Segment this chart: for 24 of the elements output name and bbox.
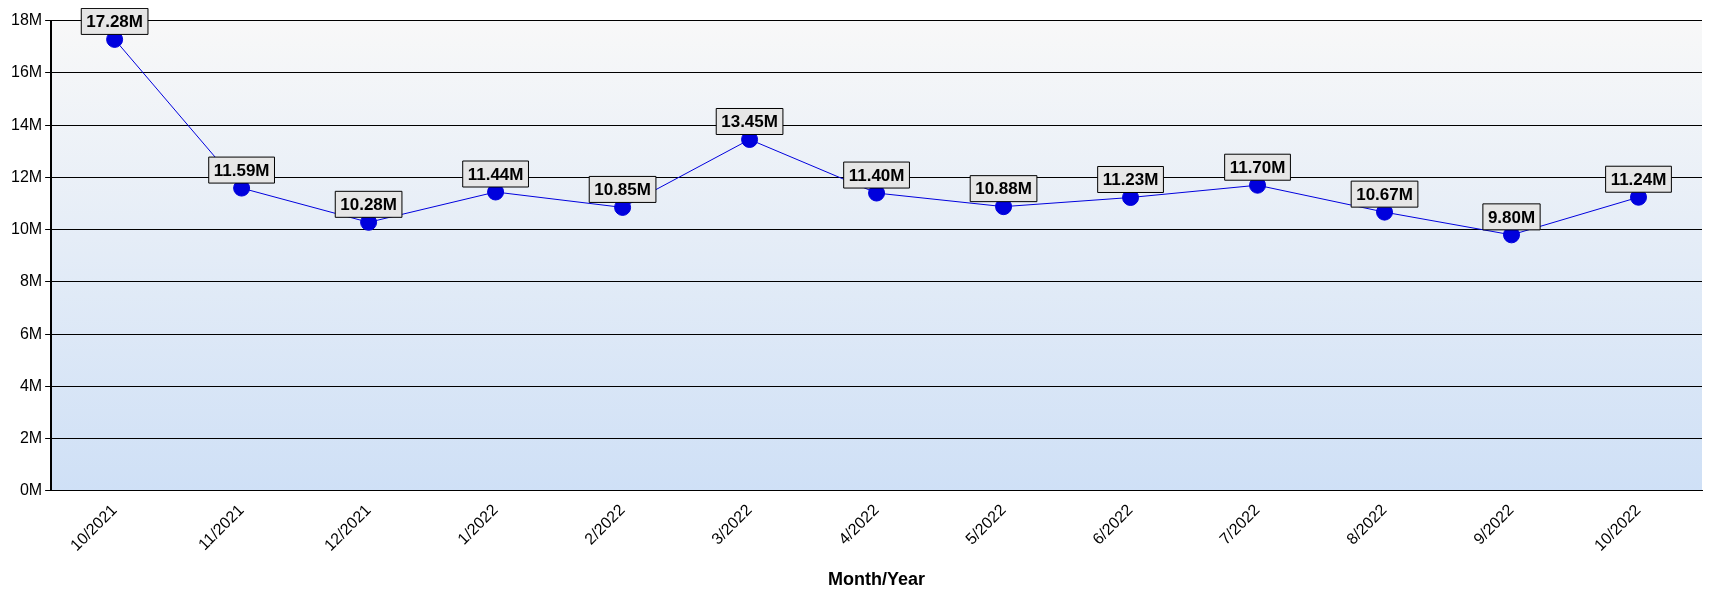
y-tick-label: 10M	[11, 220, 43, 238]
y-tick-label: 2M	[19, 429, 43, 447]
data-label: 10.85M	[594, 180, 651, 200]
data-label: 17.28M	[86, 12, 143, 32]
y-tick-label: 8M	[19, 272, 43, 290]
data-label: 13.45M	[721, 112, 778, 132]
data-label: 11.44M	[467, 164, 524, 184]
x-axis-title: Month/Year	[828, 569, 926, 590]
data-label: 9.80M	[1487, 207, 1536, 227]
y-tick-label: 0M	[19, 481, 43, 499]
y-tick-label: 6M	[19, 324, 43, 342]
data-label: 10.88M	[975, 179, 1032, 199]
data-label: 11.23M	[1102, 170, 1159, 190]
y-tick-label: 18M	[11, 11, 43, 29]
y-tick-label: 12M	[11, 167, 43, 185]
data-label: 11.24M	[1610, 169, 1667, 189]
data-label: 11.59M	[213, 160, 270, 180]
data-label: 10.28M	[340, 195, 397, 215]
y-tick-label: 4M	[19, 376, 43, 394]
y-tick-label: 16M	[11, 63, 43, 81]
data-label: 11.40M	[848, 165, 905, 185]
y-tick-label: 14M	[11, 115, 43, 133]
data-label: 10.67M	[1356, 184, 1413, 204]
data-label: 11.70M	[1229, 157, 1286, 177]
